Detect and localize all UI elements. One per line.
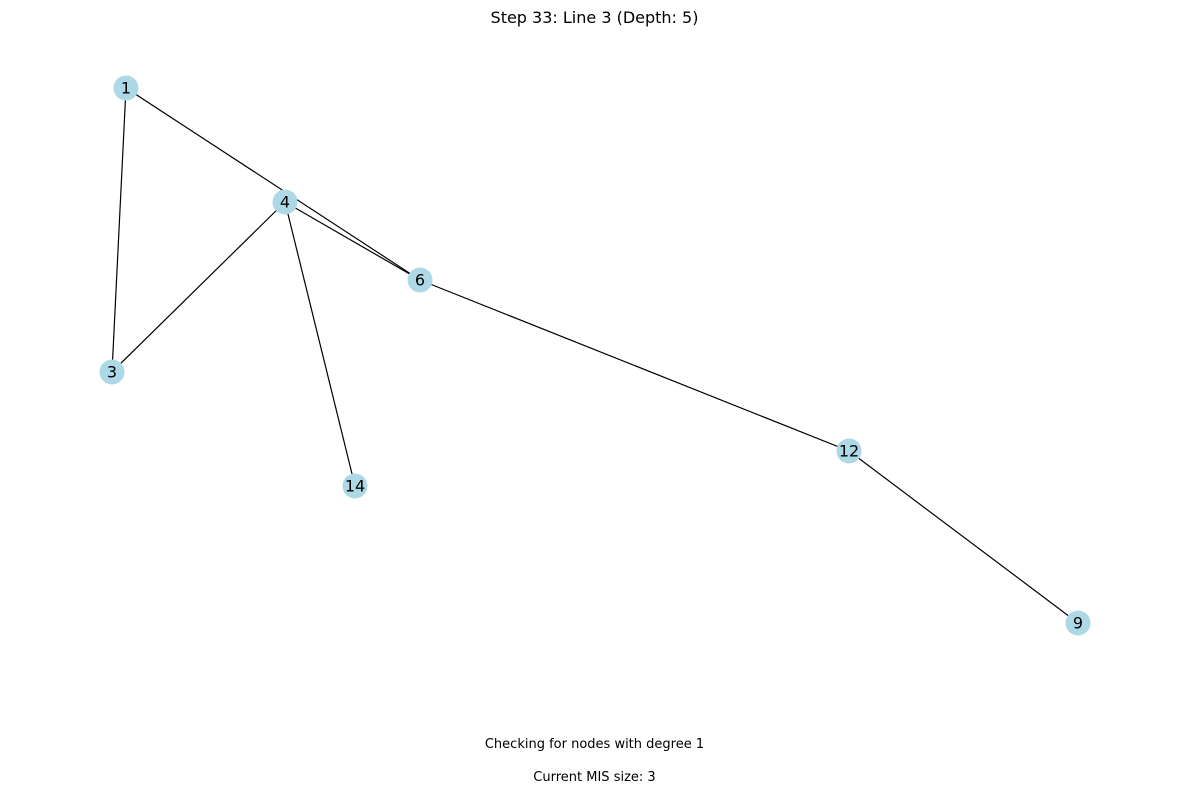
node-label-4: 4 [280, 193, 290, 212]
node-label-6: 6 [415, 271, 425, 290]
node-label-3: 3 [107, 363, 117, 382]
node-circle-1 [113, 75, 139, 101]
diagram-title: Step 33: Line 3 (Depth: 5) [490, 8, 699, 27]
mis-size-caption: Current MIS size: 3 [533, 770, 656, 785]
node-circle-6 [407, 267, 433, 293]
node-label-14: 14 [345, 477, 365, 496]
edge-12-9 [848, 450, 1079, 624]
node-6: 6 [407, 267, 433, 293]
node-circle-4 [272, 189, 298, 215]
node-circle-12 [836, 438, 862, 464]
edges-layer [111, 87, 1079, 624]
node-12: 12 [836, 438, 862, 464]
node-9: 9 [1065, 610, 1091, 636]
node-14: 14 [342, 473, 368, 499]
node-circle-14 [342, 473, 368, 499]
edge-4-6 [284, 201, 421, 281]
edge-4-3 [111, 201, 286, 373]
node-3: 3 [99, 359, 125, 385]
node-circle-3 [99, 359, 125, 385]
node-circle-9 [1065, 610, 1091, 636]
node-4: 4 [272, 189, 298, 215]
node-label-9: 9 [1073, 614, 1083, 633]
status-caption: Checking for nodes with degree 1 [484, 737, 705, 752]
node-label-12: 12 [839, 442, 859, 461]
edge-1-3 [111, 87, 127, 373]
node-1: 1 [113, 75, 139, 101]
edge-1-6 [125, 87, 421, 281]
node-label-1: 1 [121, 79, 131, 98]
edge-4-14 [284, 201, 356, 487]
edge-6-12 [419, 279, 850, 452]
